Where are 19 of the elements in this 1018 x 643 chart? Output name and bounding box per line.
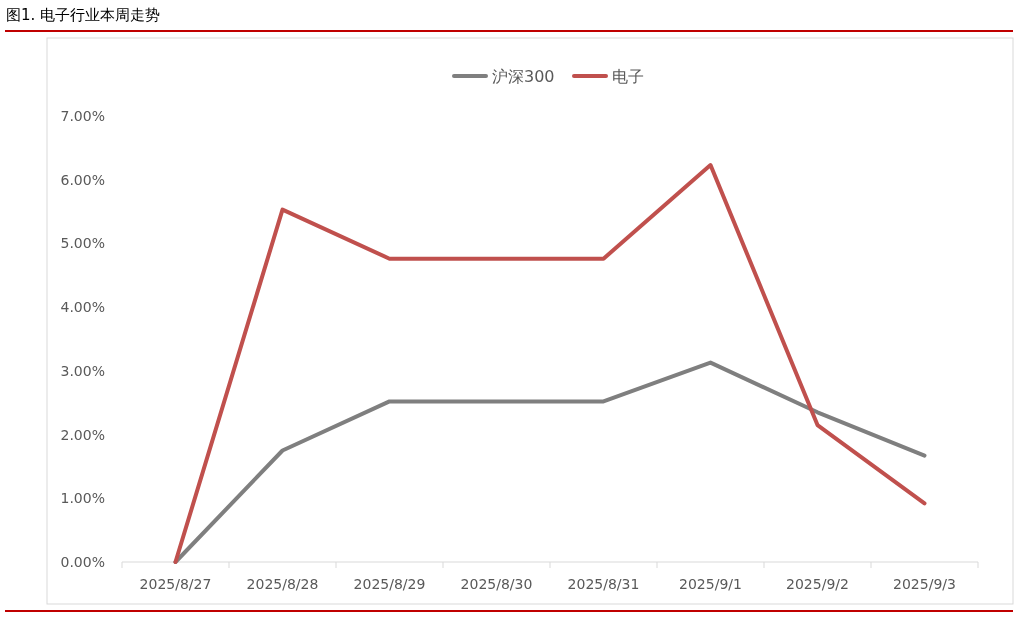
x-tick-label: 2025/8/27 [139, 576, 212, 592]
legend-label: 沪深300 [492, 67, 555, 86]
y-tick-label: 3.00% [60, 362, 105, 379]
legend-label: 电子 [612, 67, 644, 86]
y-tick-label: 1.00% [60, 490, 105, 507]
y-tick-label: 2.00% [60, 426, 105, 443]
x-tick-label: 2025/8/30 [460, 576, 533, 592]
y-tick-label: 4.00% [60, 299, 105, 316]
y-tick-label: 7.00% [60, 108, 105, 124]
x-tick-label: 2025/9/3 [893, 576, 956, 592]
x-tick-label: 2025/8/29 [353, 576, 426, 592]
x-tick-label: 2025/9/1 [679, 576, 742, 592]
title: 图1. 电子行业本周走势 [6, 6, 161, 24]
y-tick-label: 0.00% [60, 554, 105, 570]
x-tick-label: 2025/8/31 [567, 576, 640, 592]
y-tick-label: 6.00% [60, 171, 105, 188]
y-tick-label: 5.00% [60, 235, 105, 252]
x-tick-label: 2025/9/2 [786, 576, 849, 592]
x-tick-label: 2025/8/28 [246, 576, 319, 592]
